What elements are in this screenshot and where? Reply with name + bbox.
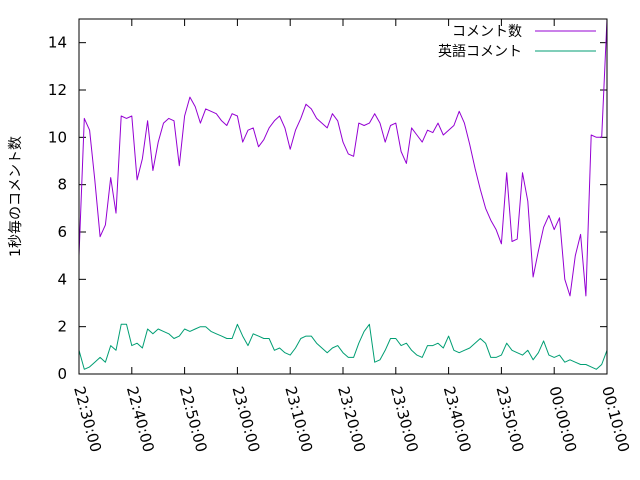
- y-tick-label: 0: [57, 365, 67, 383]
- y-tick-label: 12: [48, 81, 67, 99]
- series-line-2: [78, 323, 608, 370]
- x-tick-label: 23:40:00: [440, 384, 475, 454]
- plot-frame: [78, 18, 608, 375]
- legend-label: コメント数: [452, 24, 522, 40]
- x-tick-label: 23:50:00: [493, 384, 528, 454]
- x-tick-label: 23:20:00: [334, 384, 369, 454]
- series-lines: [78, 18, 608, 370]
- x-tick-label: 22:30:00: [70, 384, 105, 454]
- series-line-1: [78, 18, 608, 297]
- x-tick-label: 22:50:00: [176, 384, 211, 454]
- y-tick-label: 4: [57, 270, 67, 288]
- y-tick-label: 2: [57, 318, 67, 336]
- x-tick-label: 00:10:00: [598, 384, 633, 454]
- y-ticks: 0 2 4 6 8 10 12 14: [48, 34, 607, 383]
- x-tick-label: 22:40:00: [123, 384, 158, 454]
- y-tick-label: 8: [57, 176, 67, 194]
- x-tick-label: 23:00:00: [229, 384, 264, 454]
- y-tick-label: 10: [48, 128, 67, 146]
- y-tick-label: 14: [48, 34, 67, 52]
- y-tick-label: 6: [57, 223, 67, 241]
- legend-label: 英語コメント: [438, 43, 522, 60]
- x-ticks: 22:30:00 22:40:00 22:50:00 23:00:00 23:10:00…: [70, 19, 633, 454]
- x-tick-label: 23:10:00: [281, 384, 316, 454]
- x-tick-label: 00:00:00: [545, 384, 580, 454]
- y-axis-title: 1秒毎のコメント数: [8, 136, 24, 257]
- x-tick-label: 23:30:00: [387, 384, 422, 454]
